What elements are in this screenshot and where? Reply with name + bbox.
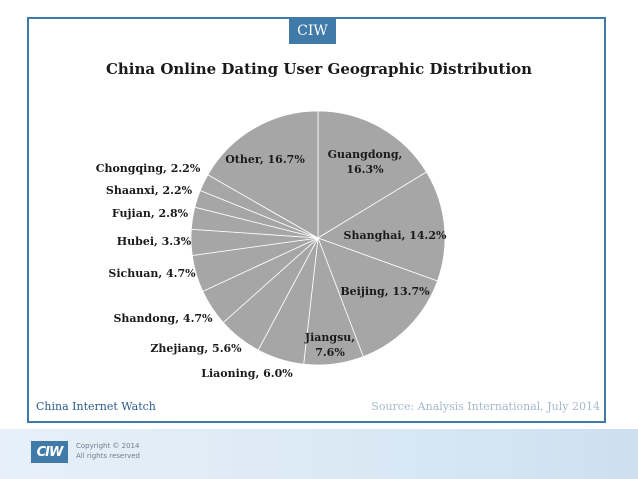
pie-label-fujian: Fujian, 2.8%	[112, 207, 189, 220]
pie-label-other: Other, 16.7%	[225, 153, 305, 166]
pie-labels: Guangdong, 16.3% Shanghai, 14.2% Beijing, 1…	[96, 148, 447, 380]
copyright: Copyright © 2014 All rights reserved	[76, 441, 140, 461]
pie-label-liaoning: Liaoning, 6.0%	[201, 367, 293, 380]
pie-label-shanghai: Shanghai, 14.2%	[344, 229, 448, 242]
chart-title: China Online Dating User Geographic Dist…	[105, 60, 533, 78]
pie-label-sichuan: Sichuan, 4.7%	[108, 267, 196, 280]
pie-slices	[190, 110, 446, 366]
ciw-logo: CIW	[31, 441, 68, 463]
pie-label-shandong: Shandong, 4.7%	[113, 312, 213, 325]
pie-label-shaanxi: Shaanxi, 2.2%	[106, 184, 193, 197]
pie-slice-guangdong	[317, 110, 428, 239]
pie-label-jiangsu: Jiangsu, 7.6%	[304, 331, 355, 359]
pie-label-chongqing: Chongqing, 2.2%	[96, 162, 201, 175]
pie-slice-shanghai	[317, 171, 446, 282]
pie-label-guangdong: Guangdong, 16.3%	[328, 148, 403, 176]
footer-source: Source: Analysis International, July 201…	[371, 400, 600, 413]
pie-label-hubei: Hubei, 3.3%	[117, 235, 192, 248]
pie-slice-other	[207, 110, 319, 239]
copyright-line-1: Copyright © 2014	[76, 442, 140, 450]
copyright-line-2: All rights reserved	[76, 452, 140, 460]
pie-label-zhejiang: Zhejiang, 5.6%	[150, 342, 242, 355]
pie-slice-beijing	[317, 237, 439, 358]
pie-label-beijing: Beijing, 13.7%	[340, 285, 430, 298]
brand-tag: CIW	[289, 17, 336, 44]
footer-brand: China Internet Watch	[36, 400, 156, 413]
bottom-bar	[0, 429, 638, 479]
